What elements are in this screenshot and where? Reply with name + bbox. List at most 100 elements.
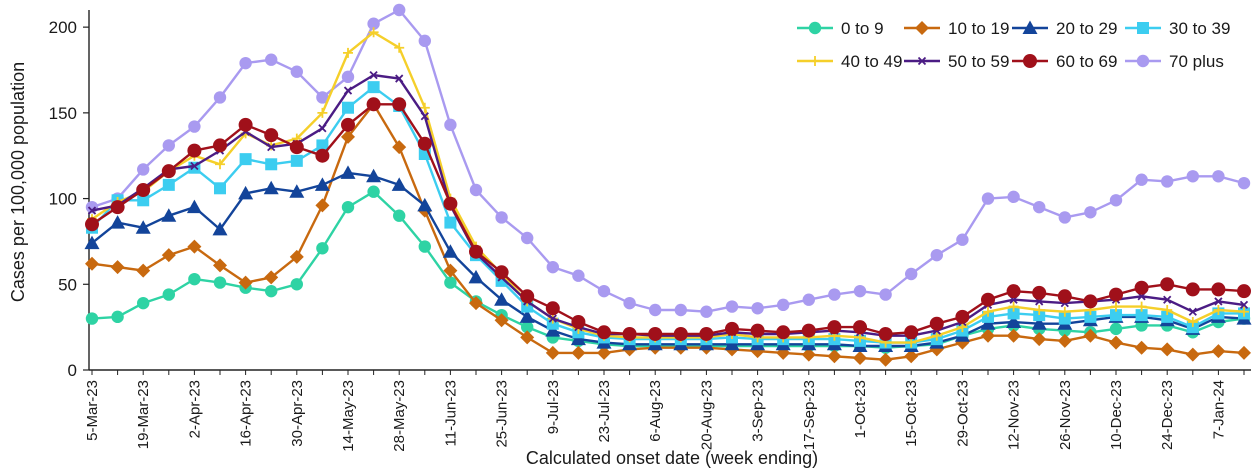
data-point <box>369 71 378 80</box>
x-tick-label: 30-Apr-23 <box>289 380 306 447</box>
series-line <box>91 190 1245 349</box>
series-40-to-49 <box>87 27 1249 348</box>
legend-marker <box>1023 54 1037 68</box>
data-point <box>981 292 995 307</box>
data-point <box>188 272 201 286</box>
data-point <box>162 288 175 301</box>
data-point <box>1032 285 1047 300</box>
data-point <box>395 74 404 83</box>
data-point <box>494 265 509 280</box>
data-point <box>904 349 919 364</box>
data-point <box>264 270 279 285</box>
data-point <box>776 325 791 340</box>
legend-marker <box>917 56 927 66</box>
data-point <box>367 185 380 198</box>
data-point <box>699 327 714 341</box>
data-point <box>85 217 99 232</box>
data-point <box>548 314 557 323</box>
data-point <box>444 276 457 289</box>
data-point <box>1161 175 1174 188</box>
data-point <box>802 293 815 306</box>
data-point <box>290 154 303 167</box>
data-point <box>750 323 765 338</box>
data-point <box>571 345 586 360</box>
x-tick-label: 12-Nov-23 <box>1006 380 1023 450</box>
data-point <box>521 231 534 245</box>
data-point <box>930 248 943 262</box>
data-point <box>316 91 329 104</box>
legend-item: 50 to 59 <box>904 52 1009 71</box>
legend: 0 to 9 10 to 19 20 to 29 30 to 39 40 to 49 50… <box>797 19 1230 71</box>
data-point <box>853 351 867 365</box>
data-point <box>214 182 226 195</box>
series-60-to-69 <box>85 97 1251 341</box>
data-point <box>1161 310 1174 323</box>
data-point <box>648 327 663 341</box>
data-point <box>1162 305 1173 315</box>
data-point <box>1160 342 1175 357</box>
data-point <box>161 164 176 179</box>
x-tick-label: 11-Jun-23 <box>442 380 459 446</box>
data-point <box>343 47 353 58</box>
data-point <box>318 124 327 133</box>
x-tick-label: 9-Jul-23 <box>545 380 562 434</box>
data-point <box>366 168 382 183</box>
data-point <box>420 112 429 121</box>
data-point <box>366 97 381 112</box>
data-point <box>1084 206 1097 219</box>
series-line <box>91 8 1245 313</box>
data-point <box>265 158 278 171</box>
x-tick-label: 24-Dec-23 <box>1159 380 1176 450</box>
series-line <box>91 85 1244 344</box>
x-tick-label: 20-Aug-23 <box>698 380 715 450</box>
data-point <box>674 303 687 317</box>
data-point <box>981 328 995 343</box>
data-point <box>521 320 534 334</box>
data-point <box>597 345 611 360</box>
data-point <box>342 101 354 114</box>
x-tick-label: 25-Jun-23 <box>494 380 511 448</box>
data-point <box>444 216 457 229</box>
legend-item: 10 to 19 <box>904 19 1009 38</box>
data-point <box>215 159 225 170</box>
data-point <box>1186 170 1200 183</box>
data-point <box>956 233 969 246</box>
data-point <box>238 185 254 200</box>
data-point <box>394 42 405 53</box>
data-point <box>137 296 150 310</box>
data-point <box>239 56 252 70</box>
data-point <box>367 17 380 30</box>
data-point <box>368 27 379 38</box>
y-tick-label: 200 <box>49 18 77 37</box>
data-point <box>1109 335 1123 350</box>
data-point <box>265 284 278 298</box>
data-point <box>1033 309 1046 322</box>
data-point <box>419 102 430 113</box>
data-point <box>571 315 586 329</box>
legend-label: 60 to 69 <box>1056 52 1117 71</box>
data-point <box>264 128 279 143</box>
data-point <box>212 221 228 236</box>
data-point <box>340 165 356 179</box>
data-point <box>188 120 201 133</box>
x-tick-label: 23-Jul-23 <box>596 380 613 443</box>
data-point <box>545 323 561 337</box>
series-20-to-29 <box>84 165 1252 352</box>
data-point <box>1212 170 1225 183</box>
data-point <box>1237 284 1251 299</box>
y-tick-label: 0 <box>68 361 77 380</box>
legend-marker <box>808 21 822 35</box>
x-tick-label: 6-Aug-23 <box>647 380 664 442</box>
data-point <box>1187 317 1198 327</box>
data-point <box>265 53 278 66</box>
data-point <box>290 65 303 78</box>
data-point <box>725 300 739 313</box>
data-point <box>980 316 996 330</box>
data-point <box>1135 309 1148 322</box>
data-point <box>343 86 353 95</box>
data-point <box>289 249 304 264</box>
data-point <box>983 306 993 317</box>
data-point <box>263 180 279 195</box>
data-point <box>981 192 995 205</box>
data-point <box>1237 176 1251 190</box>
